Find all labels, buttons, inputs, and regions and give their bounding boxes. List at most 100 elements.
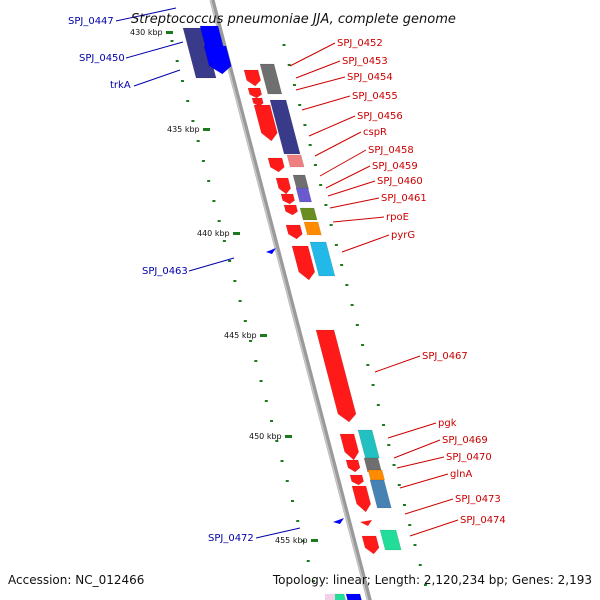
minor-tick: [282, 44, 286, 46]
gene-leader-line: [404, 498, 454, 515]
minor-tick: [324, 204, 328, 206]
gene-segment: [367, 469, 385, 481]
genome-title: Streptococcus pneumoniae JJA, complete g…: [131, 12, 456, 27]
gene-segment: [339, 433, 359, 461]
gene-label-cspr: cspR: [363, 127, 387, 138]
gene-segment: [285, 224, 303, 240]
gene-leader-line: [308, 115, 356, 137]
minor-tick: [376, 404, 380, 406]
backbone-layer: [209, 0, 372, 600]
gene-leader-line: [332, 216, 385, 223]
minor-tick: [170, 40, 174, 42]
minor-tick: [423, 584, 427, 586]
minor-tick: [329, 224, 333, 226]
minor-tick: [366, 364, 370, 366]
minor-tick: [280, 460, 284, 462]
gene-segment: [379, 529, 402, 551]
gene-segment: [345, 459, 361, 473]
tick-label: 430 kbp: [130, 28, 163, 37]
gene-label-spj-0453: SPJ_0453: [342, 56, 388, 67]
gene-leader-line: [341, 234, 390, 253]
gene-leader-line: [289, 42, 336, 67]
gene-blue: [203, 45, 232, 75]
gene-leader-line: [374, 355, 421, 373]
gene-segment: [243, 69, 262, 87]
gene-segment: [251, 97, 264, 107]
minor-tick: [350, 304, 354, 306]
gene-label-spj-0467: SPJ_0467: [422, 351, 468, 362]
minor-tick: [298, 104, 302, 106]
gene-label-spj-0469: SPJ_0469: [442, 435, 488, 446]
tick-label: 455 kbp: [275, 536, 308, 545]
gene-segment: [280, 193, 295, 205]
minor-tick: [361, 344, 365, 346]
gene-segment: [303, 221, 322, 236]
minor-tick: [254, 360, 258, 362]
gene-leader-line: [301, 95, 351, 111]
gene-leader-line: [319, 149, 367, 177]
minor-tick: [196, 140, 200, 142]
minor-tick: [217, 220, 221, 222]
minor-tick: [186, 100, 190, 102]
gene-segment: [351, 485, 371, 513]
gene-navy: [182, 27, 217, 79]
ticks-layer: 430 kbp 435 kbp 440 kbp 445 kbp 450 kbp 455 k…: [130, 28, 427, 586]
genes-layer: [182, 25, 402, 600]
major-tick: [166, 31, 173, 34]
minor-tick: [371, 384, 375, 386]
gene-label-spj-0455: SPJ_0455: [352, 91, 398, 102]
gene-leader-line: [396, 456, 445, 469]
minor-tick: [259, 380, 263, 382]
minor-tick: [301, 540, 305, 542]
gene-stub: [325, 594, 335, 600]
minor-tick: [319, 184, 323, 186]
gene-leader-line: [255, 527, 301, 539]
gene-leader-line: [387, 422, 437, 439]
minor-tick: [238, 300, 242, 302]
minor-tick: [175, 60, 179, 62]
minor-tick: [270, 420, 274, 422]
gene-label-spj-0459: SPJ_0459: [372, 161, 418, 172]
minor-tick: [191, 120, 195, 122]
gene-label-spj-0460: SPJ_0460: [377, 176, 423, 187]
gene-segment: [357, 429, 380, 459]
minor-tick: [207, 180, 211, 182]
minor-tick: [201, 160, 205, 162]
minor-tick: [392, 464, 396, 466]
gene-segment: [361, 535, 380, 555]
minor-tick: [292, 84, 296, 86]
gene-segment: [291, 245, 316, 281]
minor-tick: [233, 280, 237, 282]
major-tick: [260, 334, 267, 337]
minor-tick: [287, 64, 291, 66]
gene-segment: [292, 174, 309, 190]
minor-tick: [243, 320, 247, 322]
gene-segment: [259, 63, 283, 95]
minor-tick: [397, 484, 401, 486]
minor-tick: [285, 480, 289, 482]
gene-segment: [369, 479, 392, 509]
gene-leader-line: [329, 197, 380, 209]
minor-tick: [264, 400, 268, 402]
gene-leader-line: [399, 473, 449, 489]
minor-tick: [387, 444, 391, 446]
gene-marker: [266, 248, 276, 254]
gene-label-spj-0470: SPJ_0470: [446, 452, 492, 463]
gene-label-spj-0461: SPJ_0461: [381, 193, 427, 204]
minor-tick: [413, 544, 417, 546]
gene-leader-line: [115, 7, 177, 22]
gene-label-pyrg: pyrG: [391, 230, 415, 241]
gene-label-glna: glnA: [450, 469, 472, 480]
major-tick: [285, 435, 292, 438]
tick-label: 435 kbp: [167, 125, 200, 134]
gene-segment: [299, 207, 318, 221]
tick-label: 450 kbp: [249, 432, 282, 441]
gene-segment: [315, 329, 357, 423]
minor-tick: [296, 520, 300, 522]
gene-label-trka: trkA: [110, 80, 131, 91]
minor-tick: [334, 244, 338, 246]
minor-tick: [303, 124, 307, 126]
gene-marker: [360, 520, 372, 526]
